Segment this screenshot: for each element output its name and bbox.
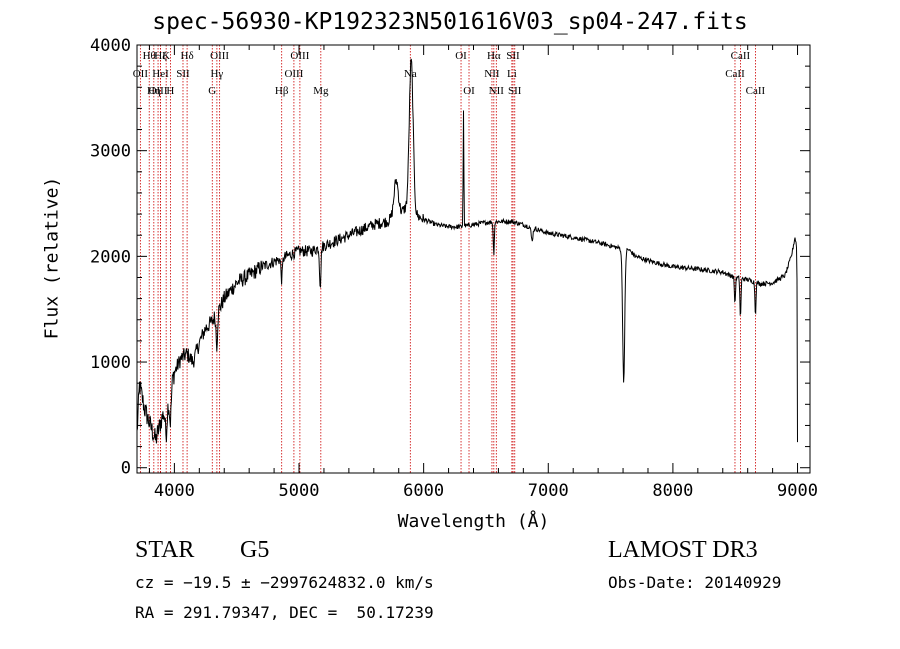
line-marker-label: CaII [725,68,745,80]
line-marker-label: SII [176,68,190,80]
x-axis-label: Wavelength (Å) [397,511,550,532]
line-marker-label: G [208,85,216,97]
spectrum-line [136,58,798,444]
y-tick-label: 1000 [90,353,131,373]
line-marker-label: OI [455,50,467,62]
line-markers [139,45,756,473]
line-marker-label: Hη [147,85,161,97]
spectral-class: G5 [240,537,270,563]
line-marker-label: CaII [731,50,751,62]
line-marker-label: OIII [290,50,309,62]
line-marker-label: K [162,50,170,62]
x-tick-label: 9000 [777,481,818,501]
y-tick-label: 2000 [90,247,131,267]
line-marker-label: Hβ [275,85,289,97]
x-tick-label: 7000 [528,481,569,501]
line-marker-label: Hζ [154,50,167,62]
chart-title: spec-56930-KP192323N501616V03_sp04-247.f… [152,9,748,35]
y-tick-label: 0 [121,459,131,479]
survey-name: LAMOST DR3 [608,537,758,563]
object-type: STAR [135,537,195,563]
line-marker-label: SII [506,50,520,62]
line-marker-label: Hδ [181,50,194,62]
obs-date: Obs-Date: 20140929 [608,573,782,592]
line-marker-label: OII [133,68,149,80]
line-marker-label: OIII [149,85,168,97]
line-marker-label: CaII [746,85,766,97]
redshift-readout: cz = −19.5 ± −2997624832.0 km/s [135,573,434,592]
line-marker-label: Hγ [210,68,223,80]
line-marker-label: SII [508,85,522,97]
line-marker-label: NII [484,68,500,80]
y-tick-label: 3000 [90,142,131,162]
line-marker-label: OIII [284,68,303,80]
line-marker-label: OIII [210,50,229,62]
axis-ticks: 4000 5000 6000 7000 8000 9000 0 1000 2000 3000 400… [90,36,818,501]
x-tick-label: 6000 [403,481,444,501]
line-marker-label: H [166,85,174,97]
y-tick-label: 4000 [90,36,131,56]
y-axis-label: Flux (relative) [41,176,63,340]
x-tick-label: 8000 [652,481,693,501]
line-marker-label: Na [404,68,417,80]
line-marker-label: Mg [313,85,329,97]
line-marker-label: OI [463,85,475,97]
x-tick-label: 4000 [154,481,195,501]
line-marker-label: Li [507,68,517,80]
line-marker-label: Hθ [143,50,156,62]
x-tick-label: 5000 [279,481,320,501]
line-marker-label: Hα [487,50,501,62]
ra-dec-readout: RA = 291.79347, DEC = 50.17239 [135,603,434,622]
axes-frame [136,44,811,474]
line-marker-label: HeI [152,68,169,80]
line-marker-label: NII [489,85,505,97]
